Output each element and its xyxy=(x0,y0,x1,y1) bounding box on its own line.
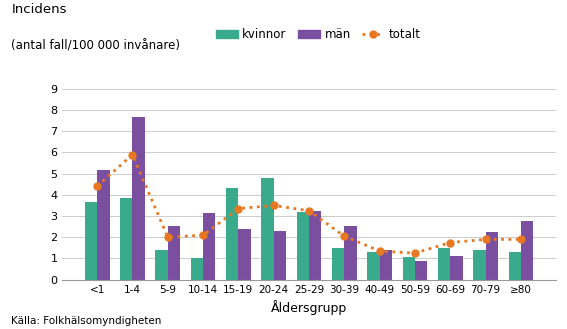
Bar xyxy=(367,252,380,280)
Bar xyxy=(226,189,238,280)
Bar xyxy=(85,202,97,280)
Bar xyxy=(521,221,533,280)
Bar xyxy=(191,259,203,280)
Bar xyxy=(261,178,274,280)
Bar xyxy=(509,252,521,280)
Bar xyxy=(97,170,109,280)
Bar xyxy=(415,261,428,280)
Bar xyxy=(297,212,309,280)
Bar xyxy=(473,250,485,280)
Bar xyxy=(168,226,180,280)
Bar xyxy=(450,256,463,280)
Bar xyxy=(155,250,168,280)
Bar xyxy=(438,248,450,280)
X-axis label: Åldersgrupp: Åldersgrupp xyxy=(271,300,347,315)
Text: (antal fall/100 000 invånare): (antal fall/100 000 invånare) xyxy=(11,39,180,53)
Bar xyxy=(133,117,145,280)
Bar xyxy=(485,232,498,280)
Bar xyxy=(203,213,215,280)
Bar xyxy=(309,211,321,280)
Bar xyxy=(120,198,133,280)
Legend: kvinnor, män, totalt: kvinnor, män, totalt xyxy=(216,28,420,41)
Text: Källa: Folkhälsomyndigheten: Källa: Folkhälsomyndigheten xyxy=(11,316,162,326)
Bar xyxy=(403,257,415,280)
Bar xyxy=(238,229,251,280)
Bar xyxy=(274,231,286,280)
Bar xyxy=(332,248,344,280)
Bar xyxy=(344,226,357,280)
Bar xyxy=(380,250,392,280)
Text: Incidens: Incidens xyxy=(11,3,67,16)
